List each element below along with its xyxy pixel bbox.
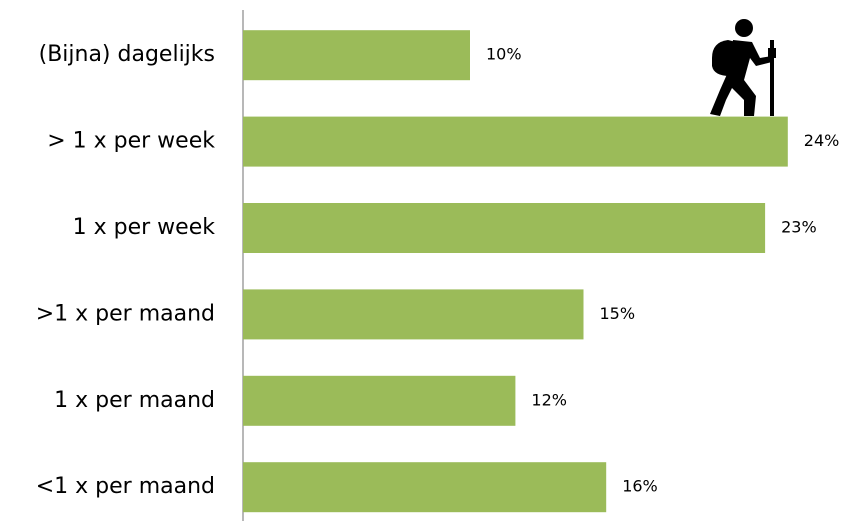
value-label: 16% [622,477,658,496]
value-label: 12% [531,390,567,409]
category-label: >1 x per maand [36,301,215,326]
value-label: 15% [600,304,636,323]
category-label: > 1 x per week [47,129,215,154]
category-label: 1 x per maand [54,388,215,413]
value-label: 10% [486,45,522,64]
bar [243,116,788,167]
category-label: 1 x per week [73,215,216,240]
value-label: 23% [781,218,817,237]
bar [243,30,470,81]
bar [243,203,766,253]
category-label: <1 x per maand [36,474,215,499]
bar [243,375,516,426]
bar [243,289,584,340]
category-label: (Bijna) dagelijks [39,42,215,67]
hiker-icon [710,19,776,116]
bar [243,462,607,513]
value-label: 24% [804,131,840,150]
